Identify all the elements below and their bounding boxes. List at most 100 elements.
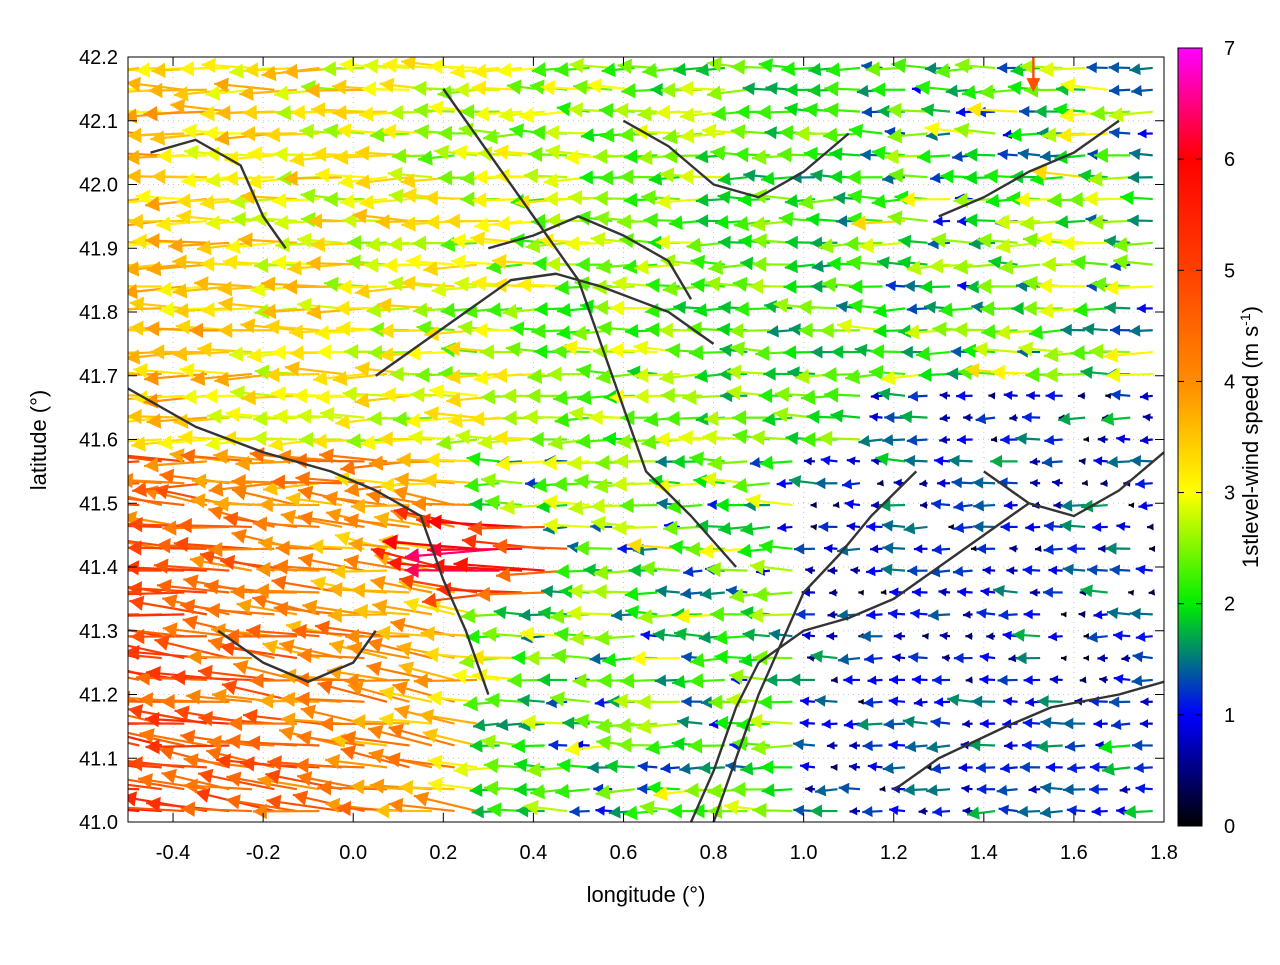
arrow-head (315, 167, 329, 182)
arrow-head (267, 755, 282, 770)
arrow-head (494, 606, 507, 619)
arrow-head (273, 409, 287, 424)
arrow-head (740, 522, 753, 536)
arrow-head (596, 718, 611, 733)
arrow-head (789, 475, 801, 488)
arrow-head (336, 321, 350, 336)
arrow-head (548, 435, 563, 450)
arrow-head (829, 589, 836, 597)
arrow-head (1047, 193, 1061, 208)
wind-arrow (1104, 348, 1153, 363)
wind-arrow (1052, 479, 1063, 487)
wind-arrow (1135, 479, 1152, 489)
arrow-head (383, 258, 397, 273)
arrow-head (752, 233, 767, 248)
arrow-head (176, 193, 190, 208)
arrow-head (793, 739, 804, 751)
wind-arrow (595, 630, 635, 645)
arrow-head (470, 411, 484, 426)
wind-arrow (1109, 696, 1130, 707)
arrow-head (1044, 544, 1054, 555)
arrow-head (1099, 740, 1112, 754)
arrow-head (271, 386, 285, 401)
wind-arrow (1084, 436, 1090, 442)
arrow-head (1024, 609, 1033, 619)
arrow-head (732, 410, 746, 425)
arrow-head (693, 474, 707, 488)
wind-arrow (811, 650, 838, 663)
wind-arrow (425, 452, 477, 467)
wind-arrow (1093, 719, 1107, 728)
arrow-head (910, 609, 920, 619)
wind-arrow (1091, 106, 1131, 121)
arrow-head (253, 516, 267, 531)
arrow-head (408, 430, 422, 445)
wind-arrow (538, 673, 568, 687)
arrow-head (502, 388, 516, 403)
wind-arrow (914, 698, 928, 707)
wind-arrow (1138, 129, 1153, 139)
wind-arrow (1120, 191, 1153, 205)
arrow-head (216, 105, 230, 120)
arrow-head (337, 280, 351, 295)
wind-arrow (1129, 502, 1135, 508)
wind-arrow (933, 216, 950, 226)
arrow-head (916, 347, 930, 362)
arrow-head (493, 368, 507, 383)
arrow-head (1107, 607, 1118, 619)
arrow-head (1132, 675, 1143, 686)
arrow-head (311, 237, 325, 252)
arrow-head (752, 257, 766, 272)
arrow-head (359, 195, 374, 210)
wind-arrow (655, 585, 679, 597)
arrow-head (716, 498, 729, 512)
arrow-head (590, 653, 601, 665)
arrow-head (638, 761, 648, 772)
wind-arrow (916, 347, 950, 362)
arrow-head (514, 783, 527, 797)
wind-arrow (752, 233, 792, 248)
arrow-head (858, 699, 863, 705)
arrow-head (637, 106, 652, 121)
arrow-head (824, 387, 838, 402)
wind-arrow (565, 236, 612, 251)
arrow-head (1048, 566, 1057, 575)
arrow-head (733, 277, 748, 292)
arrow-head (830, 409, 843, 423)
arrow-head (785, 83, 798, 97)
arrow-head (1057, 128, 1071, 143)
arrow-head (127, 128, 141, 143)
wind-arrow (661, 763, 680, 774)
wind-arrow (993, 585, 1018, 597)
arrow-head (1082, 480, 1088, 486)
arrow-head (870, 545, 878, 554)
arrow-head (702, 430, 716, 445)
arrow-head (455, 82, 469, 97)
arrow-head (1060, 236, 1074, 251)
wind-arrow (999, 805, 1018, 816)
arrow-head (133, 234, 147, 249)
arrow-head (741, 606, 754, 620)
arrow-head (370, 778, 384, 793)
arrow-head (655, 674, 667, 686)
arrow-head (460, 171, 474, 186)
arrow-head (553, 390, 568, 405)
arrow-head (512, 651, 525, 666)
wind-arrow (811, 524, 817, 531)
arrow-head (1025, 522, 1034, 532)
arrow-head (414, 103, 428, 118)
wind-arrow (1004, 741, 1018, 750)
arrow-head (901, 346, 913, 359)
arrow-head (1132, 740, 1142, 751)
arrow-head (767, 325, 779, 337)
arrow-head (973, 521, 984, 533)
wind-arrow (882, 520, 905, 532)
arrow-head (679, 430, 693, 445)
arrow-head (800, 718, 809, 728)
wind-arrow (1039, 62, 1085, 77)
arrow-head (733, 478, 748, 493)
wind-arrow (839, 783, 860, 794)
arrow-head (765, 126, 777, 139)
arrow-head (1069, 192, 1083, 207)
arrow-head (946, 84, 958, 97)
